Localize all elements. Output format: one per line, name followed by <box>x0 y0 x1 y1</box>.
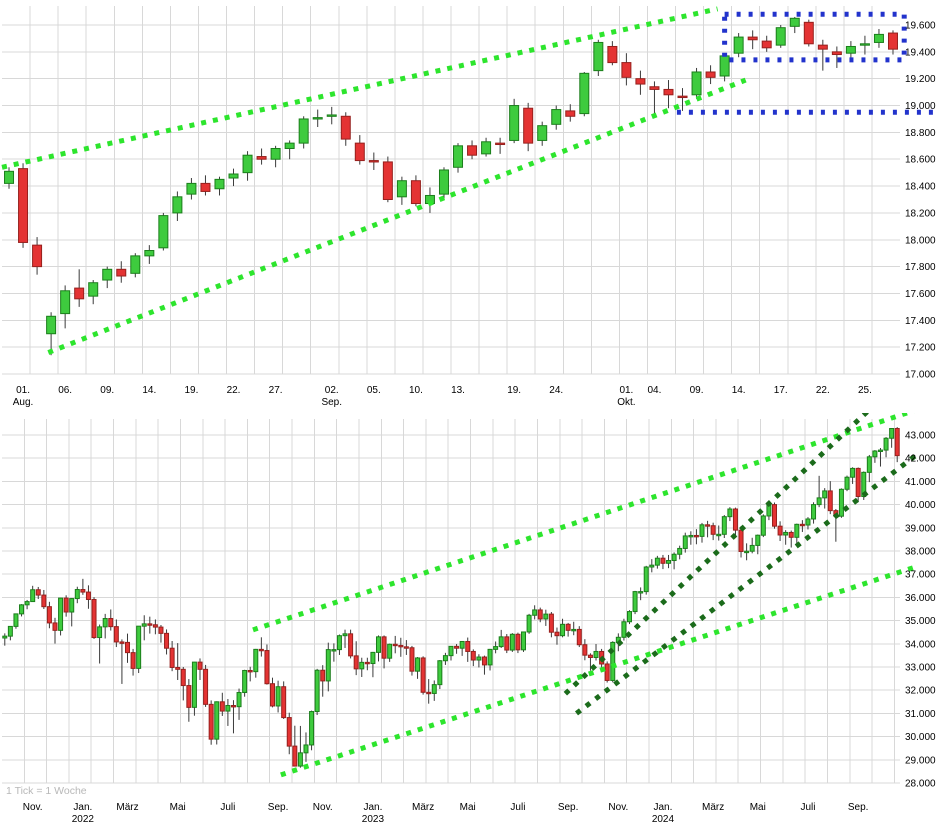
weekly-candlestick-chart: 43.000 42.000 41.000 40.000 39.000 38.000 37.0… <box>2 413 936 825</box>
svg-text:2022: 2022 <box>72 814 95 825</box>
candles <box>4 16 898 356</box>
svg-text:43.000: 43.000 <box>905 431 936 442</box>
svg-text:Juli: Juli <box>510 802 525 813</box>
svg-text:März: März <box>702 802 724 813</box>
y-axis-labels: 43.000 42.000 41.000 40.000 39.000 38.000 37.0… <box>905 431 936 790</box>
svg-text:13.: 13. <box>451 385 465 396</box>
svg-text:2023: 2023 <box>362 814 385 825</box>
svg-text:19.400: 19.400 <box>905 47 936 58</box>
svg-text:41.000: 41.000 <box>905 477 936 488</box>
svg-text:29.000: 29.000 <box>905 755 936 766</box>
svg-text:22.: 22. <box>227 385 241 396</box>
svg-text:18.600: 18.600 <box>905 155 936 166</box>
svg-text:35.000: 35.000 <box>905 616 936 627</box>
weekly-chart-panel: 43.000 42.000 41.000 40.000 39.000 38.000 37.0… <box>0 413 942 837</box>
grid <box>2 419 900 784</box>
svg-text:18.200: 18.200 <box>905 208 936 219</box>
svg-text:34.000: 34.000 <box>905 639 936 650</box>
svg-text:10.: 10. <box>409 385 423 396</box>
svg-text:32.000: 32.000 <box>905 686 936 697</box>
svg-text:27.: 27. <box>269 385 283 396</box>
svg-text:05.: 05. <box>367 385 381 396</box>
svg-text:Nov.: Nov. <box>313 802 333 813</box>
svg-text:42.000: 42.000 <box>905 454 936 465</box>
svg-text:39.000: 39.000 <box>905 523 936 534</box>
svg-text:31.000: 31.000 <box>905 709 936 720</box>
svg-text:2024: 2024 <box>652 814 675 825</box>
svg-text:14.: 14. <box>142 385 156 396</box>
svg-text:März: März <box>116 802 138 813</box>
svg-text:Sep.: Sep. <box>268 802 289 813</box>
svg-text:Juli: Juli <box>800 802 815 813</box>
candles <box>2 427 900 768</box>
svg-text:18.000: 18.000 <box>905 235 936 246</box>
svg-text:19.200: 19.200 <box>905 74 936 85</box>
svg-text:38.000: 38.000 <box>905 547 936 558</box>
svg-text:18.400: 18.400 <box>905 182 936 193</box>
svg-text:Sep.: Sep. <box>321 397 342 408</box>
y-axis-labels: 19.600 19.400 19.200 19.000 18.800 18.600 18.4… <box>905 21 936 381</box>
svg-text:01.: 01. <box>619 385 633 396</box>
svg-text:Nov.: Nov. <box>608 802 628 813</box>
svg-text:40.000: 40.000 <box>905 500 936 511</box>
svg-text:Aug.: Aug. <box>13 397 34 408</box>
svg-text:19.600: 19.600 <box>905 21 936 32</box>
annotations <box>676 11 940 115</box>
svg-text:Sep.: Sep. <box>558 802 579 813</box>
svg-text:17.200: 17.200 <box>905 343 936 354</box>
svg-text:33.000: 33.000 <box>905 663 936 674</box>
svg-text:19.: 19. <box>184 385 198 396</box>
svg-text:01.: 01. <box>16 385 30 396</box>
x-axis-labels: 01.Aug.06. 09. 14. 19. 22. 27. 02.Sep.05. 10. 13… <box>13 385 872 408</box>
svg-text:22.: 22. <box>816 385 830 396</box>
svg-text:14.: 14. <box>732 385 746 396</box>
svg-text:37.000: 37.000 <box>905 570 936 581</box>
svg-text:Jan.: Jan. <box>363 802 382 813</box>
svg-text:Jan.: Jan. <box>73 802 92 813</box>
tick-interval-label: 1 Tick = 1 Woche <box>6 785 87 797</box>
daily-candlestick-chart: 19.600 19.400 19.200 19.000 18.800 18.600 18.4… <box>1 6 940 408</box>
svg-text:04.: 04. <box>648 385 662 396</box>
svg-text:17.000: 17.000 <box>905 370 936 381</box>
daily-chart-panel: 19.600 19.400 19.200 19.000 18.800 18.600 18.4… <box>0 0 942 413</box>
svg-text:18.800: 18.800 <box>905 128 936 139</box>
svg-text:09.: 09. <box>690 385 704 396</box>
svg-text:06.: 06. <box>58 385 72 396</box>
svg-text:17.: 17. <box>774 385 788 396</box>
svg-text:36.000: 36.000 <box>905 593 936 604</box>
svg-text:09.: 09. <box>100 385 114 396</box>
svg-text:Mai: Mai <box>460 802 476 813</box>
svg-text:Mai: Mai <box>170 802 186 813</box>
svg-text:17.800: 17.800 <box>905 262 936 273</box>
svg-text:28.000: 28.000 <box>905 779 936 790</box>
svg-text:Sep.: Sep. <box>848 802 869 813</box>
svg-text:30.000: 30.000 <box>905 732 936 743</box>
svg-text:02.: 02. <box>325 385 339 396</box>
svg-text:19.000: 19.000 <box>905 101 936 112</box>
svg-text:Juli: Juli <box>220 802 235 813</box>
trendlines <box>252 413 919 778</box>
svg-text:Jan.: Jan. <box>653 802 672 813</box>
svg-text:24.: 24. <box>549 385 563 396</box>
svg-text:Okt.: Okt. <box>617 397 635 408</box>
svg-text:Mai: Mai <box>750 802 766 813</box>
svg-text:März: März <box>412 802 434 813</box>
svg-text:17.600: 17.600 <box>905 289 936 300</box>
svg-text:17.400: 17.400 <box>905 316 936 327</box>
svg-text:Nov.: Nov. <box>23 802 43 813</box>
svg-text:19.: 19. <box>507 385 521 396</box>
svg-text:25.: 25. <box>858 385 872 396</box>
grid <box>2 6 900 375</box>
trendlines <box>1 6 747 355</box>
